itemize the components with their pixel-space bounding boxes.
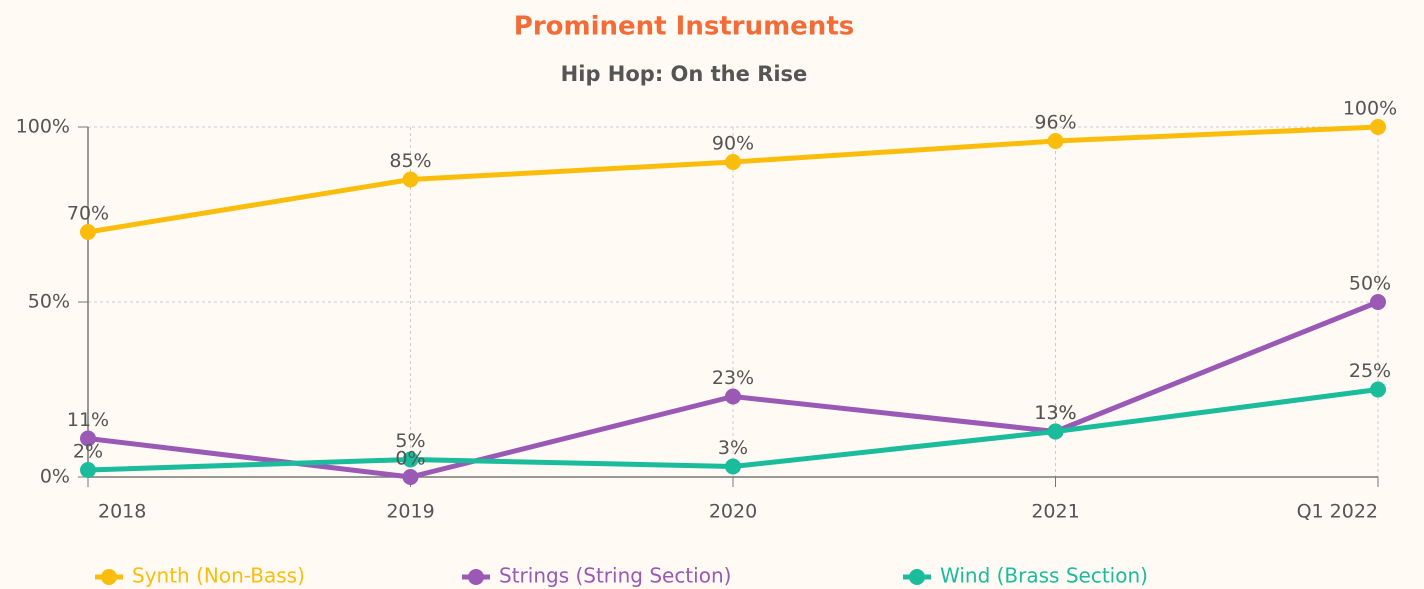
x-tick-label: 2019	[386, 501, 434, 523]
x-tick-label: 2020	[709, 501, 757, 523]
data-point	[725, 388, 741, 405]
data-point	[1370, 119, 1386, 135]
data-label: 100%	[1343, 98, 1397, 120]
data-label: 85%	[389, 150, 431, 172]
data-point	[402, 451, 419, 468]
x-tick-label: 2021	[1031, 501, 1079, 523]
data-label: 3%	[718, 437, 748, 459]
data-label: 96%	[1034, 112, 1076, 134]
data-label: 70%	[67, 203, 109, 225]
y-tick-label: 100%	[16, 116, 70, 138]
chart-title: Prominent Instruments	[514, 12, 854, 42]
data-label: 13%	[1034, 402, 1076, 424]
data-label: 5%	[395, 430, 425, 452]
data-point	[1047, 133, 1064, 149]
y-tick-label: 50%	[28, 291, 70, 313]
data-point	[80, 462, 96, 478]
chart-subtitle: Hip Hop: On the Rise	[561, 62, 808, 86]
legend-label: Synth (Non-Bass)	[132, 564, 305, 588]
data-point	[80, 430, 96, 447]
data-label: 90%	[712, 133, 754, 155]
legend-marker	[101, 569, 117, 585]
data-point	[80, 224, 96, 240]
data-label: 50%	[1349, 273, 1391, 295]
data-label: 13%	[1034, 402, 1076, 424]
legend-marker	[909, 569, 925, 585]
data-point	[725, 154, 741, 170]
y-tick-label: 0%	[40, 466, 70, 488]
data-point	[1370, 381, 1386, 398]
data-point	[1370, 294, 1386, 310]
data-label: 0%	[395, 448, 425, 470]
data-point	[1047, 423, 1064, 440]
data-label: 25%	[1349, 360, 1391, 382]
data-label: 2%	[73, 441, 103, 463]
x-tick-label: Q1 2022	[1297, 501, 1378, 523]
legend-marker	[468, 569, 484, 585]
x-tick-label: 2018	[98, 501, 146, 523]
data-label: 23%	[712, 367, 754, 389]
data-point	[402, 469, 419, 485]
data-point	[402, 171, 419, 188]
legend-label: Wind (Brass Section)	[940, 564, 1148, 588]
legend-label: Strings (String Section)	[499, 564, 731, 588]
data-label: 11%	[67, 409, 109, 431]
data-point	[725, 458, 741, 475]
